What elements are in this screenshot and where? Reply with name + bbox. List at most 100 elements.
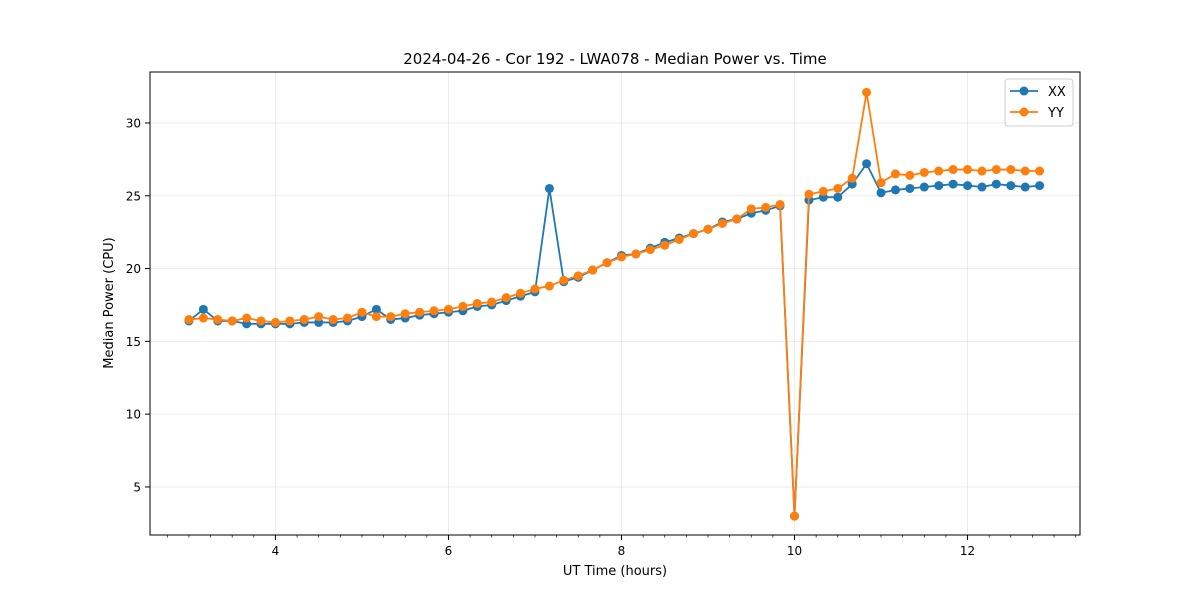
x-axis-label: UT Time (hours) — [563, 564, 667, 579]
data-point-yy — [371, 312, 381, 322]
data-point-xx — [198, 304, 208, 314]
data-point-xx — [1020, 182, 1030, 192]
data-point-xx — [948, 179, 958, 189]
data-point-yy — [689, 229, 699, 239]
data-point-yy — [429, 306, 439, 316]
legend-yy-marker — [1019, 107, 1029, 117]
data-point-yy — [458, 301, 468, 311]
data-point-yy — [818, 186, 828, 196]
data-point-yy — [631, 249, 641, 259]
y-axis-label: Median Power (CPU) — [102, 237, 117, 368]
data-point-xx — [862, 159, 872, 169]
x-tick-label: 10 — [787, 544, 802, 558]
data-point-yy — [602, 258, 612, 268]
data-point-yy — [472, 299, 482, 308]
data-point-yy — [343, 313, 353, 323]
data-point-yy — [703, 224, 713, 234]
data-point-yy — [645, 245, 655, 255]
data-point-xx — [833, 192, 843, 202]
x-tick-label: 6 — [445, 544, 453, 558]
data-point-yy — [198, 313, 208, 323]
data-point-yy — [905, 170, 915, 180]
x-tick-label: 4 — [272, 544, 280, 558]
legend-yy-label: YY — [1047, 106, 1064, 121]
data-point-yy — [674, 234, 684, 244]
data-point-yy — [530, 284, 540, 294]
data-point-yy — [299, 315, 309, 325]
legend: XX YY — [1004, 78, 1074, 127]
chart-title: 2024-04-26 - Cor 192 - LWA078 - Median P… — [403, 50, 827, 68]
data-point-yy — [400, 309, 410, 319]
data-point-yy — [919, 167, 929, 177]
data-point-yy — [732, 214, 742, 224]
y-tick-label: 20 — [126, 262, 141, 276]
data-point-xx — [890, 185, 900, 195]
data-point-xx — [1006, 181, 1016, 191]
grid — [150, 72, 1080, 535]
data-point-yy — [847, 173, 857, 183]
data-point-xx — [977, 182, 987, 192]
data-point-yy — [890, 169, 900, 179]
data-point-xx — [963, 181, 973, 191]
data-point-xx — [371, 304, 381, 314]
data-point-yy — [487, 297, 497, 307]
data-point-yy — [285, 316, 295, 326]
data-point-yy — [963, 165, 973, 175]
data-point-yy — [328, 315, 338, 325]
data-point-xx — [991, 179, 1001, 189]
data-point-yy — [588, 265, 598, 275]
data-point-yy — [544, 281, 554, 291]
data-point-yy — [386, 312, 396, 322]
data-point-yy — [833, 183, 843, 193]
data-point-yy — [357, 307, 367, 317]
data-point-yy — [242, 313, 252, 323]
data-point-yy — [660, 240, 670, 250]
data-point-xx — [934, 181, 944, 191]
data-point-yy — [314, 312, 324, 322]
x-tick-label: 8 — [618, 544, 626, 558]
data-point-yy — [1035, 166, 1045, 176]
data-point-yy — [717, 218, 727, 228]
data-point-yy — [991, 165, 1001, 175]
series — [184, 87, 1045, 521]
legend-xx-label: XX — [1048, 85, 1066, 100]
data-point-yy — [804, 189, 814, 199]
data-point-yy — [184, 315, 194, 325]
data-point-yy — [516, 288, 526, 298]
data-point-yy — [876, 178, 886, 188]
data-point-yy — [559, 275, 569, 285]
data-point-yy — [948, 165, 958, 175]
data-point-xx — [919, 182, 929, 192]
data-point-yy — [746, 204, 756, 214]
data-point-yy — [415, 307, 425, 317]
legend-xx-marker — [1019, 86, 1029, 96]
data-point-yy — [501, 293, 511, 303]
data-point-yy — [213, 315, 223, 325]
y-tick-label: 10 — [126, 408, 141, 422]
data-point-yy — [227, 316, 237, 326]
plot-frame — [149, 71, 1081, 536]
data-point-xx — [1035, 181, 1045, 191]
data-point-yy — [761, 202, 771, 212]
data-point-xx — [905, 183, 915, 193]
data-point-xx — [544, 183, 554, 193]
data-point-yy — [443, 304, 453, 314]
data-point-yy — [256, 316, 266, 326]
y-tick-label: 15 — [126, 335, 141, 349]
minor-ticks — [166, 535, 1077, 538]
data-point-yy — [790, 511, 800, 521]
data-point-yy — [616, 252, 626, 262]
data-point-yy — [1006, 165, 1016, 175]
x-tick-label: 12 — [960, 544, 975, 558]
data-point-xx — [876, 188, 886, 198]
data-point-yy — [862, 87, 872, 97]
data-point-yy — [270, 317, 280, 327]
data-point-yy — [934, 166, 944, 176]
data-point-yy — [977, 166, 987, 176]
y-tick-label: 30 — [126, 116, 141, 130]
data-point-yy — [573, 271, 583, 281]
axis-ticks: 4 6 8 10 12 5 10 15 20 25 30 — [126, 116, 975, 558]
